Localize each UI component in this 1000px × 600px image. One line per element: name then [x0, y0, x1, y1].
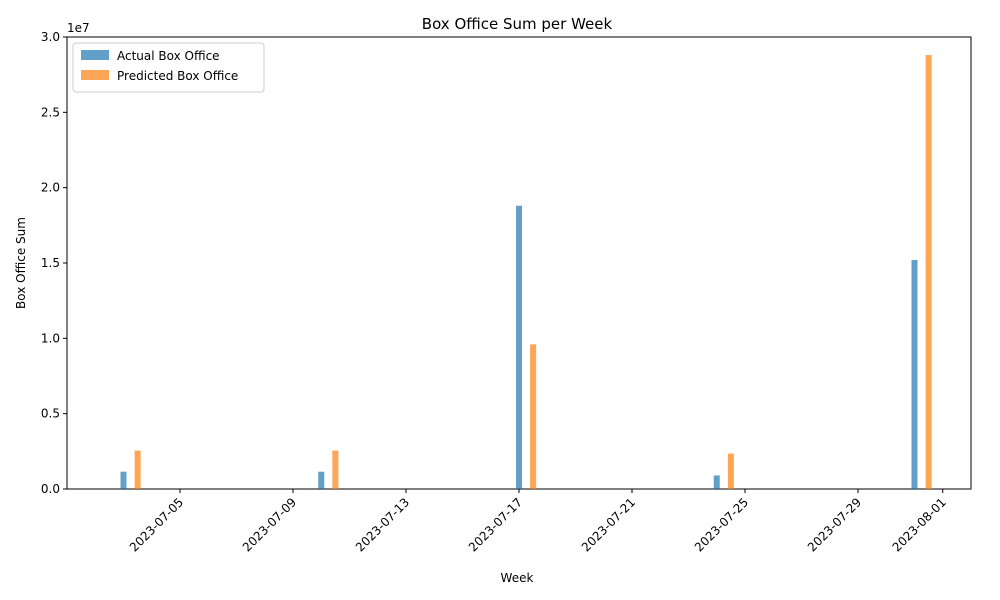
bars-group — [120, 55, 932, 489]
y-tick-label: 1.5 — [41, 256, 60, 270]
legend-label-predicted: Predicted Box Office — [117, 69, 238, 83]
bar-predicted-2023-07-24 — [727, 453, 734, 489]
bar-actual-2023-07-17 — [516, 205, 522, 489]
legend-swatch-actual — [81, 50, 109, 60]
legend-swatch-predicted — [81, 70, 109, 80]
y-tick-label: 2.5 — [41, 105, 60, 119]
x-tick-label: 2023-07-13 — [353, 495, 412, 554]
x-tick-label: 2023-07-09 — [240, 495, 299, 554]
bar-actual-2023-07-10 — [318, 471, 325, 489]
x-axis-label: Week — [501, 571, 534, 585]
legend: Actual Box Office Predicted Box Office — [72, 42, 265, 93]
x-tick-label: 2023-07-17 — [466, 495, 525, 554]
legend-box — [72, 42, 265, 93]
bar-actual-2023-07-24 — [713, 475, 720, 489]
x-tick-label: 2023-07-25 — [692, 495, 751, 554]
y-tick-label: 2.0 — [41, 181, 60, 195]
bar-actual-2023-07-03 — [120, 471, 127, 489]
y-axis-ticks: 0.0 0.5 1.0 1.5 2.0 2.5 3.0 — [41, 30, 67, 496]
bar-actual-2023-07-31 — [911, 259, 918, 489]
bar-predicted-2023-07-17 — [530, 344, 537, 489]
bar-predicted-2023-07-31 — [925, 55, 932, 489]
x-tick-label: 2023-07-05 — [127, 495, 186, 554]
chart-title: Box Office Sum per Week — [422, 15, 613, 33]
bar-predicted-2023-07-03 — [134, 450, 141, 489]
x-tick-label: 2023-08-01 — [890, 495, 949, 554]
y-tick-label: 0.0 — [41, 482, 60, 496]
bar-predicted-2023-07-10 — [332, 450, 339, 489]
x-tick-label: 2023-07-21 — [579, 495, 638, 554]
legend-label-actual: Actual Box Office — [117, 49, 220, 63]
y-tick-label: 0.5 — [41, 407, 60, 421]
y-tick-label: 3.0 — [41, 30, 60, 44]
y-axis-label: Box Office Sum — [14, 217, 28, 309]
y-tick-label: 1.0 — [41, 331, 60, 345]
x-tick-label: 2023-07-29 — [805, 495, 864, 554]
y-offset-label: 1e7 — [67, 21, 90, 35]
x-axis-ticks: 2023-07-05 2023-07-09 2023-07-13 2023-07-17… — [127, 489, 949, 554]
